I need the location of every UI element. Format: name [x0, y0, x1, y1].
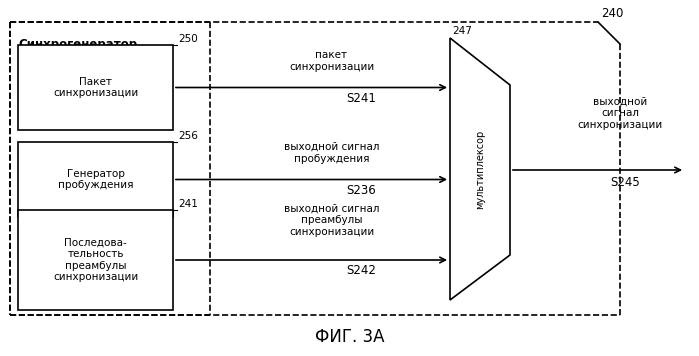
Text: Синхрогенератор: Синхрогенератор — [18, 38, 137, 51]
Text: S241: S241 — [347, 91, 377, 105]
Text: 250: 250 — [178, 34, 198, 44]
Text: Последова-
тельность
преамбулы
синхронизации: Последова- тельность преамбулы синхрониз… — [53, 237, 138, 282]
Bar — [18, 142, 173, 217]
Text: S245: S245 — [610, 176, 640, 189]
Text: выходной
сигнал
синхронизации: выходной сигнал синхронизации — [577, 97, 663, 130]
Text: пакет
синхронизации: пакет синхронизации — [289, 50, 374, 72]
Text: Пакет
синхронизации: Пакет синхронизации — [53, 77, 138, 98]
Bar — [18, 210, 173, 310]
Bar — [18, 45, 173, 130]
Text: мультиплексор: мультиплексор — [475, 129, 485, 209]
Text: 240: 240 — [601, 7, 624, 20]
Text: 247: 247 — [452, 26, 472, 36]
Text: S242: S242 — [347, 264, 377, 277]
Text: 241: 241 — [178, 199, 198, 209]
Text: 256: 256 — [178, 131, 198, 141]
Text: S236: S236 — [347, 183, 376, 197]
Text: выходной сигнал
преамбулы
синхронизации: выходной сигнал преамбулы синхронизации — [284, 204, 380, 237]
Text: ФИГ. 3А: ФИГ. 3А — [315, 328, 384, 346]
Text: выходной сигнал
пробуждения: выходной сигнал пробуждения — [284, 142, 380, 163]
Polygon shape — [450, 38, 510, 300]
Text: Генератор
пробуждения: Генератор пробуждения — [58, 169, 134, 190]
